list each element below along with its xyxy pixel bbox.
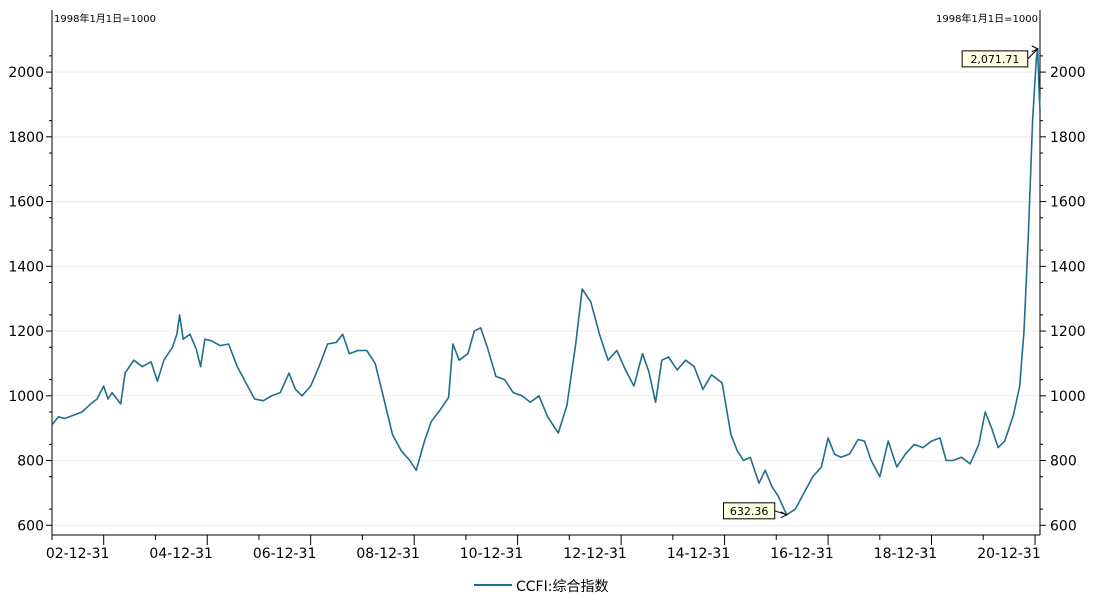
ticks: 600 600 800 800 1000 1000 1200 1200 1400 1400 1600… <box>8 55 1086 562</box>
annotation-leader <box>1027 48 1039 60</box>
y-tick-label-right: 600 <box>1050 518 1077 534</box>
legend: CCFI:综合指数 <box>474 579 608 595</box>
y-tick-label-right: 1400 <box>1050 259 1086 275</box>
annotation-label: 632.36 <box>730 505 769 518</box>
base-note-left: 1998年1月1日=1000 <box>54 12 156 25</box>
x-tick-label: 06-12-31 <box>253 546 317 562</box>
y-tick-label-right: 1200 <box>1050 324 1086 340</box>
base-note-right: 1998年1月1日=1000 <box>936 12 1038 25</box>
y-tick-label-left: 800 <box>17 454 44 470</box>
annotations: 2,071.71 632.36 <box>723 45 1039 520</box>
x-tick-label: 12-12-31 <box>563 546 627 562</box>
grid <box>52 71 1040 526</box>
annotation-arrowhead <box>1031 45 1039 53</box>
x-tick-label: 16-12-31 <box>770 546 834 562</box>
y-tick-label-left: 1800 <box>8 130 44 146</box>
x-tick-label: 04-12-31 <box>149 546 213 562</box>
y-tick-label-left: 1400 <box>8 259 44 275</box>
y-tick-label-left: 1600 <box>8 195 44 211</box>
x-tick-label: 20-12-31 <box>977 546 1041 562</box>
y-tick-label-left: 2000 <box>8 65 44 81</box>
y-tick-label-right: 800 <box>1050 454 1077 470</box>
series-line-ccfi <box>51 48 1041 516</box>
y-tick-label-right: 1000 <box>1050 389 1086 405</box>
y-tick-label-right: 1600 <box>1050 195 1086 211</box>
x-tick-label: 14-12-31 <box>667 546 731 562</box>
x-tick-label: 08-12-31 <box>356 546 420 562</box>
y-tick-label-left: 1200 <box>8 324 44 340</box>
y-tick-label-left: 600 <box>17 518 44 534</box>
legend-label: CCFI:综合指数 <box>516 579 608 595</box>
annotation-arrowhead <box>780 511 788 519</box>
series-layer <box>51 48 1041 516</box>
y-tick-label-left: 1000 <box>8 389 44 405</box>
x-tick-label: 10-12-31 <box>460 546 524 562</box>
y-tick-label-right: 1800 <box>1050 130 1086 146</box>
y-tick-label-right: 2000 <box>1050 65 1086 81</box>
x-tick-label: 02-12-31 <box>46 546 110 562</box>
x-tick-label: 18-12-31 <box>874 546 938 562</box>
annotation-label: 2,071.71 <box>970 53 1019 66</box>
